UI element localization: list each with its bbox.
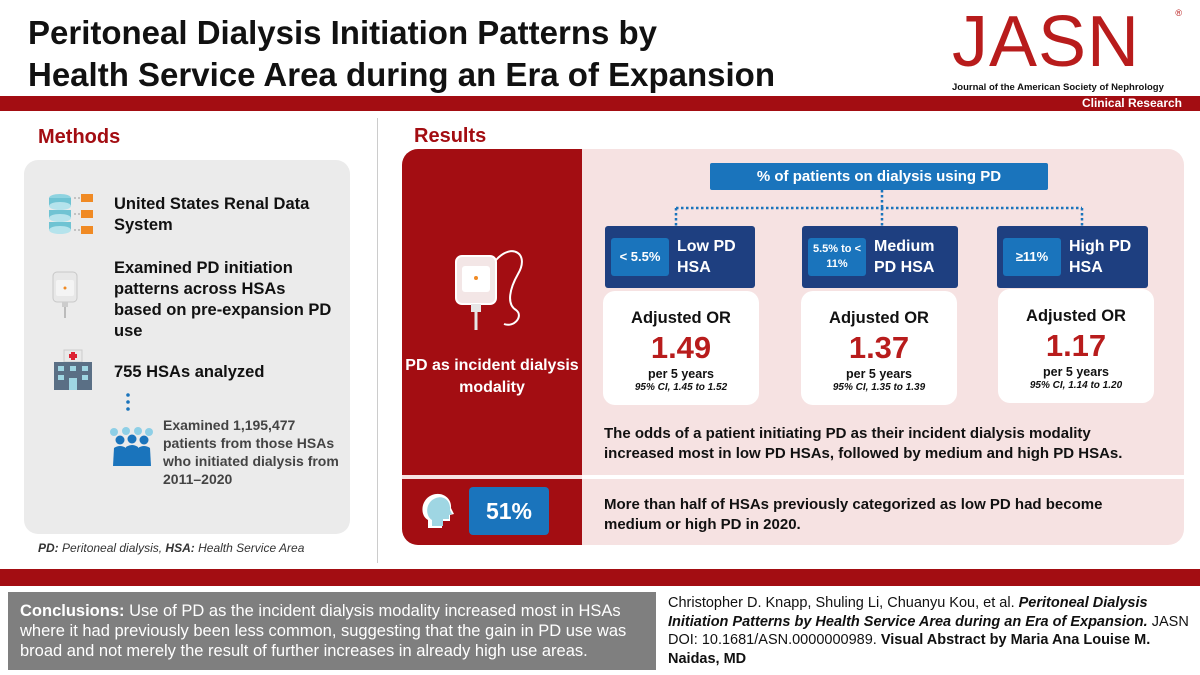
database-icon	[49, 194, 93, 234]
range-low: < 5.5%	[611, 238, 669, 276]
page-title: Peritoneal Dialysis Initiation Patterns …	[28, 12, 775, 96]
bottom-bar	[0, 569, 1200, 586]
patients-group-icon	[110, 427, 153, 466]
pd-def: Peritoneal dialysis,	[62, 541, 163, 555]
hsa-abbr: HSA:	[165, 541, 195, 555]
results-separator	[582, 475, 1184, 479]
pd-bag-icon	[455, 250, 523, 330]
or-value-low: 1.49	[650, 330, 712, 365]
label-low: Low PD HSA	[677, 238, 736, 276]
category-medium: 5.5% to < 11% Medium PD HSA	[802, 226, 958, 288]
journal-subtitle: Journal of the American Society of Nephr…	[952, 82, 1164, 93]
pd-abbr: PD:	[38, 541, 59, 555]
conclusions-label: Conclusions:	[20, 602, 125, 620]
or-card-high: Adjusted OR 1.17 per 5 years 95% CI, 1.1…	[998, 289, 1154, 403]
jasn-wordmark: JASN	[952, 2, 1141, 82]
jasn-logo: JASN ® Journal of the American Society o…	[952, 4, 1182, 93]
or-title-low: Adjusted OR	[631, 309, 731, 327]
title-line-2: Health Service Area during an Era of Exp…	[28, 56, 775, 93]
category-low: < 5.5% Low PD HSA	[605, 226, 755, 288]
category-connector	[674, 190, 1084, 226]
citation: Christopher D. Knapp, Shuling Li, Chuany…	[668, 594, 1192, 668]
range-high: ≥11%	[1003, 238, 1061, 276]
section-label: Clinical Research	[1081, 96, 1182, 110]
or-card-low: Adjusted OR 1.49 per 5 years 95% CI, 1.4…	[603, 291, 759, 405]
methods-panel	[24, 160, 350, 534]
method-usrds: United States Renal Data System	[114, 195, 310, 234]
hospital-icon	[54, 349, 92, 390]
percent-badge: 51%	[469, 487, 549, 535]
hsa-def: Health Service Area	[198, 541, 305, 555]
citation-authors: Christopher D. Knapp, Shuling Li, Chuany…	[668, 595, 1015, 611]
results-heading: Results	[414, 125, 487, 147]
results-panel: PD as incident dialysis modality	[402, 149, 1184, 545]
methods-heading: Methods	[38, 126, 121, 148]
label-medium: Medium PD HSA	[874, 238, 935, 276]
citation-doi: JASN DOI: 10.1681/ASN.0000000989.	[668, 613, 1189, 649]
label-high: High PD HSA	[1069, 238, 1132, 276]
dotted-connector	[126, 393, 130, 411]
dialysis-bag-icon	[52, 271, 78, 318]
range-medium: 5.5% to < 11%	[808, 238, 866, 276]
odds-summary: The odds of a patient initiating PD as t…	[604, 425, 1123, 462]
or-per-medium: per 5 years	[845, 367, 913, 381]
head-profile-icon	[422, 493, 454, 528]
column-divider	[377, 118, 378, 563]
method-patients: Examined 1,195,477 patients from those H…	[163, 417, 339, 487]
or-ci-low: 95% CI, 1.45 to 1.52	[634, 382, 728, 393]
results-side-panel	[402, 149, 582, 475]
or-ci-high: 95% CI, 1.14 to 1.20	[1029, 380, 1123, 391]
title-line-1: Peritoneal Dialysis Initiation Patterns …	[28, 14, 658, 51]
pd-percent-header: % of patients on dialysis using PD	[710, 163, 1048, 190]
or-ci-medium: 95% CI, 1.35 to 1.39	[832, 382, 926, 393]
abbreviation-footnote: PD: Peritoneal dialysis, HSA: Health Ser…	[38, 541, 304, 555]
conclusions-text: Use of PD as the incident dialysis modal…	[20, 602, 627, 660]
citation-credit: Visual Abstract by Maria Ana Louise M. N…	[668, 632, 1151, 667]
conclusions-box: Conclusions: Use of PD as the incident d…	[8, 592, 656, 670]
citation-title: Peritoneal Dialysis Initiation Patterns …	[668, 595, 1148, 630]
registered-mark: ®	[1175, 8, 1182, 18]
pd-incident-label: PD as incident dialysis modality	[405, 357, 579, 396]
method-hsas: 755 HSAs analyzed	[114, 363, 265, 381]
or-value-medium: 1.37	[848, 330, 910, 365]
or-card-medium: Adjusted OR 1.37 per 5 years 95% CI, 1.3…	[801, 291, 957, 405]
or-per-high: per 5 years	[1042, 365, 1110, 379]
category-high: ≥11% High PD HSA	[997, 226, 1148, 288]
or-per-low: per 5 years	[647, 367, 715, 381]
or-value-high: 1.17	[1045, 328, 1107, 363]
or-title-medium: Adjusted OR	[829, 309, 929, 327]
or-title-high: Adjusted OR	[1026, 307, 1126, 325]
top-bar: Clinical Research	[0, 96, 1200, 111]
method-patterns: Examined PD initiation patterns across H…	[114, 259, 332, 340]
half-hsas-summary: More than half of HSAs previously catego…	[604, 496, 1103, 533]
